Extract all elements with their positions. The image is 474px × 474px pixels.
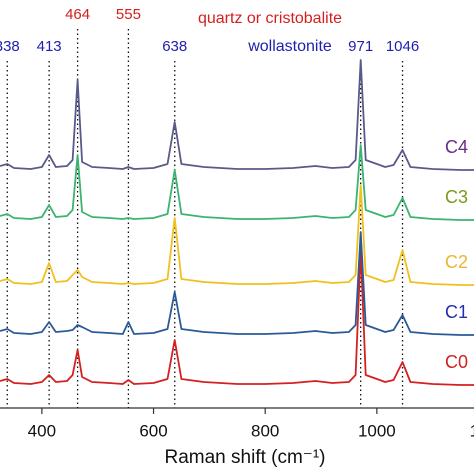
legend-label: C3: [445, 187, 468, 207]
x-tick-label: 400: [28, 421, 56, 440]
x-tick-label: 1200: [470, 421, 474, 440]
spectrum-line: [0, 144, 474, 221]
peak-label: 638: [162, 38, 187, 55]
annotation-label: wollastonite: [247, 38, 332, 55]
annotation-label: quartz or cristobalite: [198, 10, 342, 27]
x-tick-label: 1000: [358, 421, 396, 440]
legend-label: C1: [445, 302, 468, 322]
peak-label: 1046: [386, 38, 419, 55]
legend-label: C0: [445, 352, 468, 372]
spectrum-line: [0, 231, 474, 336]
x-tick-label: 600: [139, 421, 167, 440]
spectrum-line: [0, 249, 474, 386]
peak-label: 413: [37, 38, 62, 55]
legend-label: C2: [445, 252, 468, 272]
x-axis-title: Raman shift (cm⁻¹): [165, 447, 326, 468]
peak-label: 464: [65, 6, 90, 23]
peak-label: 971: [348, 38, 373, 55]
x-tick-label: 800: [251, 421, 279, 440]
peak-label: 555: [116, 6, 141, 23]
spectrum-line: [0, 59, 474, 171]
spectrum-line: [0, 184, 474, 286]
peak-label: 338: [0, 38, 20, 55]
legend-label: C4: [445, 137, 468, 157]
